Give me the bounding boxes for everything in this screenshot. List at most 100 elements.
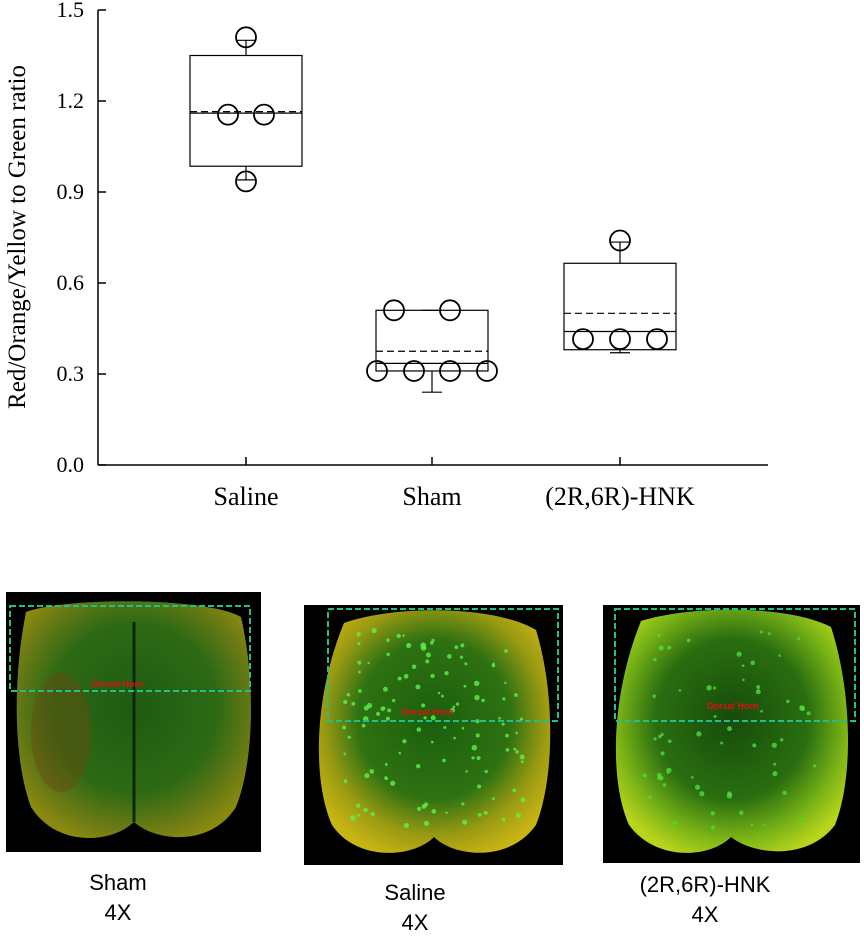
fluorescent-dot (463, 684, 467, 688)
fluorescent-dot (492, 797, 495, 801)
caption-line1: Saline (384, 880, 446, 905)
fluorescent-dot (786, 699, 790, 704)
data-point (235, 26, 257, 49)
fluorescent-dot (465, 770, 468, 773)
fluorescent-dot (686, 638, 691, 643)
fluorescent-dot (505, 748, 510, 752)
fluorescent-dot (382, 686, 388, 692)
fluorescent-dot (437, 691, 441, 695)
fluorescent-dot (706, 685, 712, 691)
fluorescent-dot (653, 657, 657, 662)
fluorescent-dot (442, 758, 446, 763)
fluorescent-dot (813, 764, 817, 768)
data-point (383, 299, 405, 322)
fluorescent-dot (796, 636, 801, 641)
fluorescent-dot (755, 689, 761, 695)
fluorescent-dot (357, 689, 362, 693)
fluorescent-dot (668, 739, 672, 744)
fluorescent-dot (464, 662, 468, 666)
fluorescent-dot (772, 771, 778, 777)
fluorescent-dot (415, 763, 421, 769)
fluorescent-dot (411, 664, 417, 670)
fluorescent-dot (658, 645, 664, 651)
fluorescent-dot (710, 811, 715, 816)
fluorescent-dot (739, 810, 744, 816)
micrograph-saline-image: Dorsal Horn (318, 608, 559, 853)
fluorescent-dot (799, 817, 804, 822)
fluorescent-dot (483, 810, 488, 816)
fluorescent-dot (375, 711, 381, 716)
fluorescent-dot (461, 726, 465, 730)
fluorescent-dot (459, 655, 464, 659)
data-point (572, 328, 594, 351)
fluorescent-dot (447, 654, 452, 659)
fluorescent-dot (357, 660, 362, 665)
fluorescent-dot (386, 638, 390, 642)
data-point (439, 360, 461, 382)
fluorescent-dot (653, 737, 657, 741)
caption-line2: 4X (104, 900, 132, 925)
fluorescent-dot (726, 792, 733, 799)
fluorescent-dot (361, 723, 366, 728)
fluorescent-dot (444, 670, 449, 676)
fluorescent-dot (431, 808, 437, 814)
fluorescent-dot (475, 733, 480, 738)
fluorescent-cells (642, 630, 817, 830)
fluorescent-dot (430, 673, 435, 679)
fluorescent-dot (402, 739, 407, 744)
fluorescent-dot (358, 670, 361, 674)
y-axis-label: Red/Orange/Yellow to Green ratio (4, 65, 31, 409)
fluorescent-dot (366, 702, 373, 709)
fluorescent-dot (502, 697, 506, 701)
fluorescent-dot (384, 776, 388, 780)
roi-box (9, 605, 251, 692)
fluorescent-dot (390, 780, 396, 786)
fluorescent-dot (403, 673, 409, 679)
fluorescent-dot (642, 773, 647, 778)
fluorescent-dot (504, 649, 508, 653)
axes (97, 10, 768, 466)
fluorescent-dot (759, 630, 763, 634)
fluorescent-dot (453, 736, 456, 740)
boxes (189, 26, 677, 393)
box (375, 309, 489, 372)
fluorescent-dot (662, 783, 667, 787)
fluorescent-dot (515, 812, 521, 818)
data-point (646, 328, 668, 351)
fluorescent-dot (416, 806, 422, 811)
fluorescent-dot (504, 681, 507, 685)
fluorescent-dot (371, 628, 377, 634)
micrograph-hnk-image: Dorsal Horn (614, 608, 856, 853)
y-tick-label: 1.5 (57, 0, 85, 22)
fluorescent-dot (396, 633, 401, 639)
box-group (189, 26, 303, 193)
y-tick-label: 0.3 (57, 361, 85, 386)
fluorescent-dot (450, 707, 455, 713)
fluorescent-dot (771, 742, 777, 748)
fluorescent-dot (742, 678, 745, 682)
fluorescent-dot (657, 772, 662, 778)
caption-line2: 4X (691, 902, 719, 927)
y-tick-label: 0.6 (57, 270, 85, 295)
fluorescent-dot (384, 762, 388, 766)
fluorescent-dot (799, 705, 805, 711)
fluorescent-dot (481, 698, 485, 703)
fluorescent-dot (519, 717, 523, 721)
fluorescent-dot (369, 769, 375, 774)
fluorescent-dot (454, 645, 459, 650)
fluorescent-dot (351, 701, 356, 706)
micrograph-saline: Dorsal Horn (304, 605, 563, 865)
fluorescent-dot (501, 817, 506, 822)
fluorescent-dot (476, 755, 481, 761)
fluorescent-dot (355, 803, 361, 808)
fluorescent-dot (342, 725, 346, 730)
fluorescent-dot (501, 722, 505, 726)
fluorescent-dot (767, 632, 771, 636)
fluorescent-dot (420, 642, 427, 648)
fluorescent-dot (778, 654, 781, 657)
region-label: Dorsal Horn (707, 701, 759, 711)
region-label: Dorsal Horn (402, 707, 454, 717)
fluorescent-dot (672, 820, 678, 826)
x-ticks: Saline Sham (2R,6R)-HNK (214, 457, 695, 511)
fluorescent-dot (343, 699, 348, 705)
